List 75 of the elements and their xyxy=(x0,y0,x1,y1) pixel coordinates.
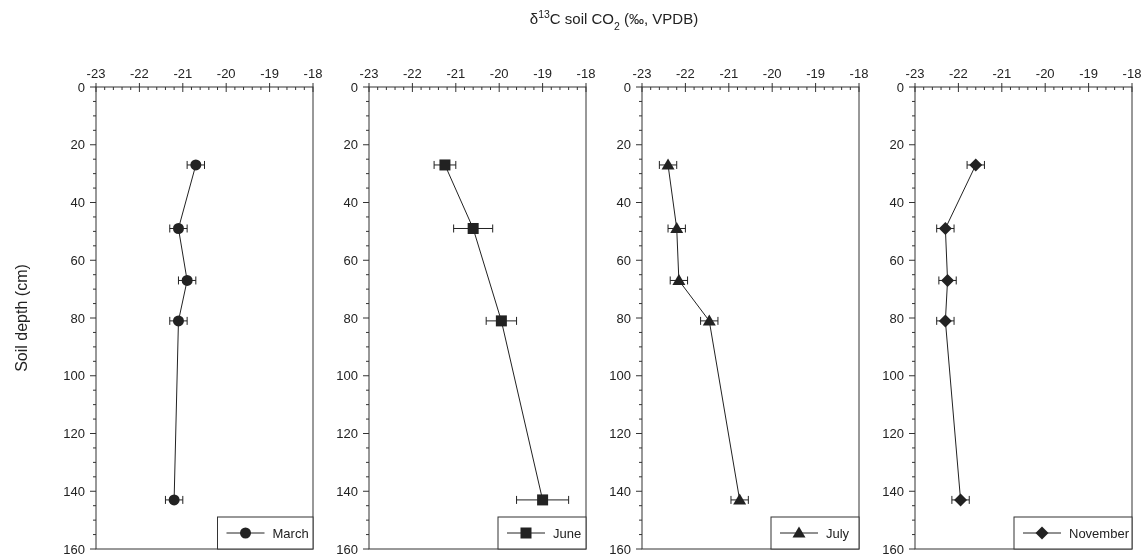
point xyxy=(467,222,479,234)
point xyxy=(495,315,507,327)
y-tick-label: 140 xyxy=(336,483,358,499)
x-tick-label: -23 xyxy=(632,66,652,81)
y-tick-label: 140 xyxy=(63,483,85,499)
point xyxy=(172,222,184,234)
y-tick-label: 0 xyxy=(77,79,85,95)
y-tick-label: 80 xyxy=(889,310,904,326)
x-tick-label: -19 xyxy=(806,66,825,81)
y-tick-label: 160 xyxy=(882,541,904,557)
x-tick-label: -20 xyxy=(216,66,236,81)
y-tick-label: 0 xyxy=(350,79,358,95)
y-tick-label: 40 xyxy=(889,195,904,210)
x-tick-label: -22 xyxy=(676,66,695,81)
point xyxy=(172,315,184,327)
legend-label: July xyxy=(826,525,850,541)
y-tick-label: 120 xyxy=(609,426,631,441)
y-tick-label: 0 xyxy=(896,79,904,95)
x-tick-label: -19 xyxy=(1079,66,1098,81)
y-tick-label: 100 xyxy=(336,368,358,384)
y-tick-label: 20 xyxy=(889,137,904,153)
y-axis-title: Soil depth (cm) xyxy=(13,264,30,372)
x-tick-label: -19 xyxy=(260,66,279,81)
y-tick-label: 100 xyxy=(609,368,631,384)
legend-label: March xyxy=(272,525,309,541)
x-tick-label: -20 xyxy=(1035,66,1055,81)
point xyxy=(537,494,549,506)
y-tick-label: 40 xyxy=(343,195,358,210)
x-tick-label: -23 xyxy=(86,66,106,81)
y-tick-label: 120 xyxy=(336,426,358,441)
x-tick-label: -18 xyxy=(303,66,323,81)
point xyxy=(181,274,193,286)
x-tick-label: -21 xyxy=(992,66,1012,81)
x-tick-label: -18 xyxy=(576,66,596,81)
y-tick-label: 120 xyxy=(882,426,904,441)
y-tick-label: 80 xyxy=(70,310,85,326)
x-tick-label: -21 xyxy=(173,66,193,81)
x-tick-label: -18 xyxy=(849,66,869,81)
point xyxy=(190,159,202,171)
y-tick-label: 160 xyxy=(63,541,85,557)
y-tick-label: 40 xyxy=(70,195,85,210)
x-tick-label: -20 xyxy=(489,66,509,81)
y-tick-label: 0 xyxy=(623,79,631,95)
x-tick-label: -18 xyxy=(1122,66,1142,81)
y-tick-label: 160 xyxy=(609,541,631,557)
x-axis-title: δ$^{13}$C soil CO$_{2}$ (‰, VPDB) xyxy=(529,8,699,32)
y-tick-label: 100 xyxy=(63,368,85,384)
x-tick-label: -23 xyxy=(905,66,925,81)
y-tick-label: 100 xyxy=(882,368,904,384)
y-tick-label: 160 xyxy=(336,541,358,557)
y-tick-label: 20 xyxy=(343,137,358,153)
legend-label: June xyxy=(553,525,582,541)
y-tick-label: 80 xyxy=(343,310,358,326)
x-tick-label: -22 xyxy=(130,66,149,81)
y-tick-label: 60 xyxy=(616,252,631,268)
x-tick-label: -19 xyxy=(533,66,552,81)
y-tick-label: 60 xyxy=(889,252,904,268)
x-tick-label: -20 xyxy=(762,66,782,81)
y-tick-label: 140 xyxy=(609,483,631,499)
point xyxy=(439,159,451,171)
point xyxy=(168,494,180,506)
y-tick-label: 20 xyxy=(616,137,631,153)
x-tick-label: -21 xyxy=(446,66,466,81)
x-tick-label: -22 xyxy=(403,66,422,81)
x-tick-label: -21 xyxy=(719,66,739,81)
y-tick-label: 120 xyxy=(63,426,85,441)
y-tick-label: 20 xyxy=(70,137,85,153)
x-tick-label: -22 xyxy=(949,66,968,81)
legend-label: November xyxy=(1069,525,1130,541)
y-tick-label: 40 xyxy=(616,195,631,210)
y-tick-label: 80 xyxy=(616,310,631,326)
x-tick-label: -23 xyxy=(359,66,379,81)
y-tick-label: 60 xyxy=(343,252,358,268)
y-tick-label: 60 xyxy=(70,252,85,268)
y-tick-label: 140 xyxy=(882,483,904,499)
